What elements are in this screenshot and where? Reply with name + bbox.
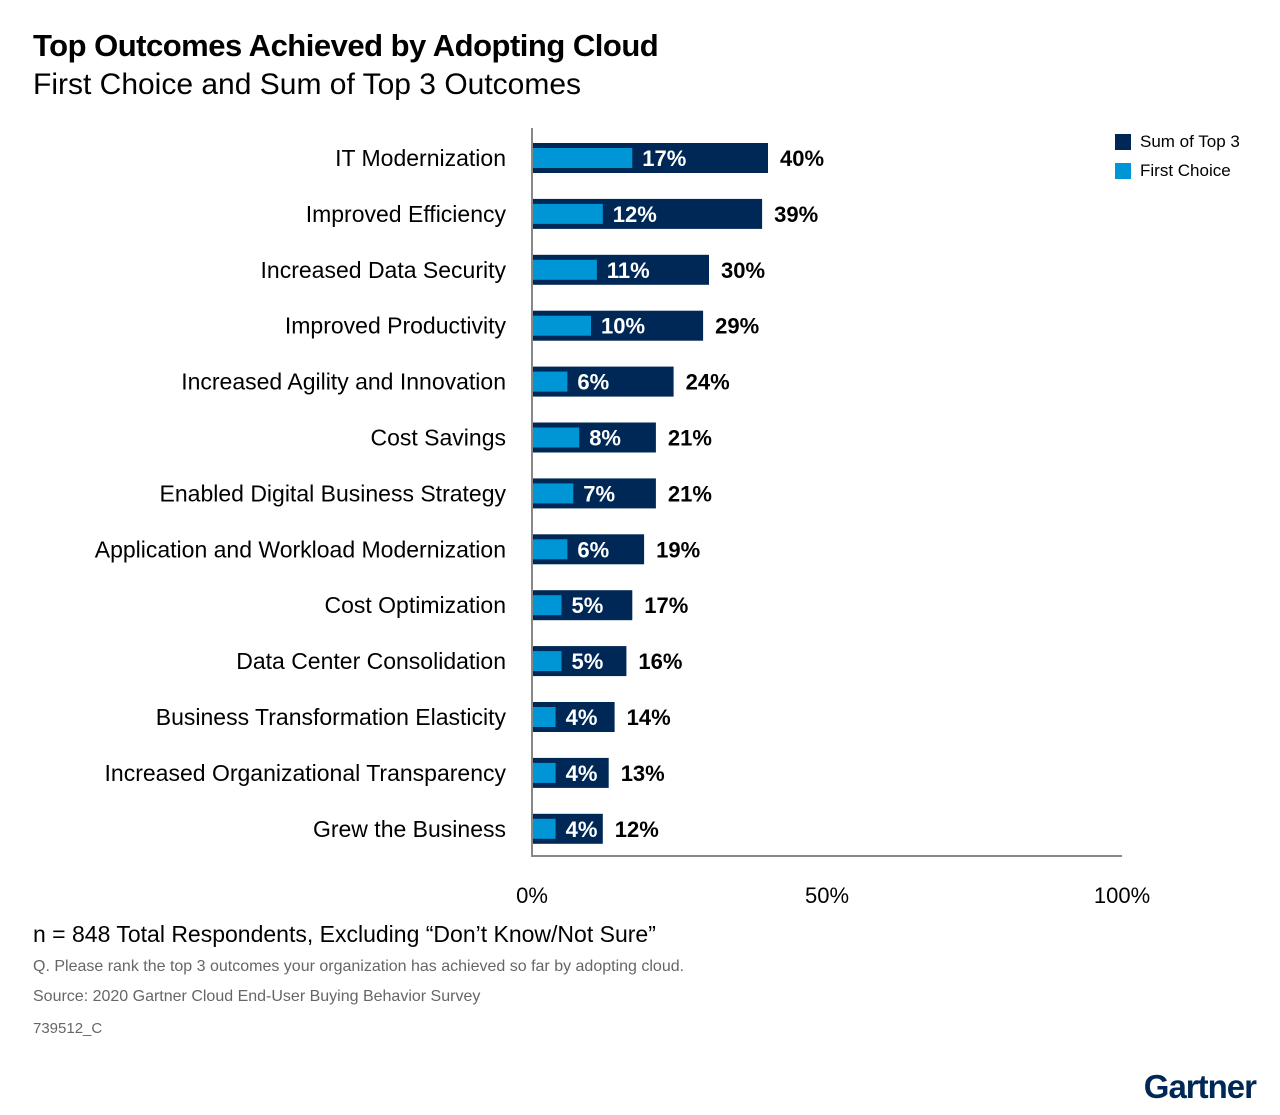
category-label: Business Transformation Elasticity — [156, 704, 507, 730]
category-label: Increased Organizational Transparency — [105, 760, 507, 786]
survey-question: Q. Please rank the top 3 outcomes your o… — [33, 958, 685, 975]
sum-top3-label: 14% — [627, 705, 671, 730]
sum-top3-label: 17% — [644, 593, 688, 618]
bar-first-choice — [532, 427, 580, 448]
bar-chart: IT Modernization 17% 40% Improved Efficienc… — [95, 128, 1150, 908]
sum-top3-label: 29% — [715, 314, 759, 339]
category-label: Enabled Digital Business Strategy — [160, 480, 507, 506]
sum-top3-label: 39% — [774, 202, 818, 227]
category-label: Data Center Consolidation — [236, 648, 506, 674]
first-choice-label: 4% — [566, 817, 598, 842]
chart-title: Top Outcomes Achieved by Adopting Cloud — [33, 28, 659, 63]
bar-first-choice — [532, 203, 603, 224]
x-tick-label: 0% — [516, 883, 548, 908]
legend-swatch — [1115, 162, 1131, 179]
bar-first-choice — [532, 818, 556, 839]
category-label: Grew the Business — [313, 816, 506, 842]
sum-top3-label: 40% — [780, 146, 824, 171]
bar-first-choice — [532, 595, 562, 616]
source: Source: 2020 Gartner Cloud End-User Buyi… — [33, 988, 481, 1005]
bar-first-choice — [532, 651, 562, 672]
first-choice-label: 11% — [607, 258, 650, 283]
respondents-note: n = 848 Total Respondents, Excluding “Do… — [33, 921, 656, 947]
sum-top3-label: 19% — [656, 537, 700, 562]
legend-item-first-choice: First Choice — [1115, 156, 1240, 185]
category-label: Application and Workload Modernization — [95, 536, 506, 562]
first-choice-label: 17% — [642, 146, 686, 171]
sum-top3-label: 24% — [686, 370, 730, 395]
legend-label: Sum of Top 3 — [1140, 131, 1240, 151]
sum-top3-label: 12% — [615, 817, 659, 842]
gartner-logo: Gartner — [1143, 1068, 1257, 1105]
legend-swatch — [1115, 133, 1131, 150]
bar-first-choice — [532, 315, 591, 336]
bar-first-choice — [532, 707, 556, 727]
first-choice-label: 4% — [566, 761, 598, 786]
bar-first-choice — [532, 371, 568, 392]
legend-item-sum-top3: Sum of Top 3 — [1115, 127, 1240, 156]
bar-first-choice — [532, 762, 556, 783]
figure-id: 739512_C — [33, 1020, 103, 1037]
first-choice-label: 5% — [572, 649, 604, 674]
bar-first-choice — [532, 539, 568, 560]
first-choice-label: 10% — [601, 314, 645, 339]
category-label: Improved Efficiency — [306, 201, 507, 227]
x-tick-label: 100% — [1094, 883, 1150, 908]
legend-label: First Choice — [1140, 160, 1231, 180]
sum-top3-label: 13% — [621, 761, 665, 786]
category-label: Improved Productivity — [285, 313, 507, 339]
sum-top3-label: 30% — [721, 258, 765, 283]
category-label: Cost Optimization — [324, 592, 506, 618]
category-label: IT Modernization — [335, 145, 506, 171]
category-label: Increased Data Security — [261, 257, 507, 283]
bar-first-choice — [532, 259, 597, 280]
sum-top3-label: 21% — [668, 481, 712, 506]
category-label: Cost Savings — [370, 425, 506, 451]
chart-subtitle: First Choice and Sum of Top 3 Outcomes — [33, 68, 582, 101]
first-choice-label: 4% — [566, 705, 598, 730]
bar-first-choice — [532, 148, 633, 168]
x-tick-label: 50% — [805, 883, 849, 908]
legend: Sum of Top 3 First Choice — [1115, 127, 1240, 185]
first-choice-label: 6% — [577, 370, 609, 395]
first-choice-label: 6% — [577, 537, 609, 562]
sum-top3-label: 21% — [668, 426, 712, 451]
bar-first-choice — [532, 483, 574, 504]
first-choice-label: 8% — [589, 426, 621, 451]
first-choice-label: 12% — [613, 202, 657, 227]
first-choice-label: 5% — [572, 593, 604, 618]
first-choice-label: 7% — [583, 481, 615, 506]
sum-top3-label: 16% — [638, 649, 682, 674]
category-label: Increased Agility and Innovation — [181, 369, 506, 395]
